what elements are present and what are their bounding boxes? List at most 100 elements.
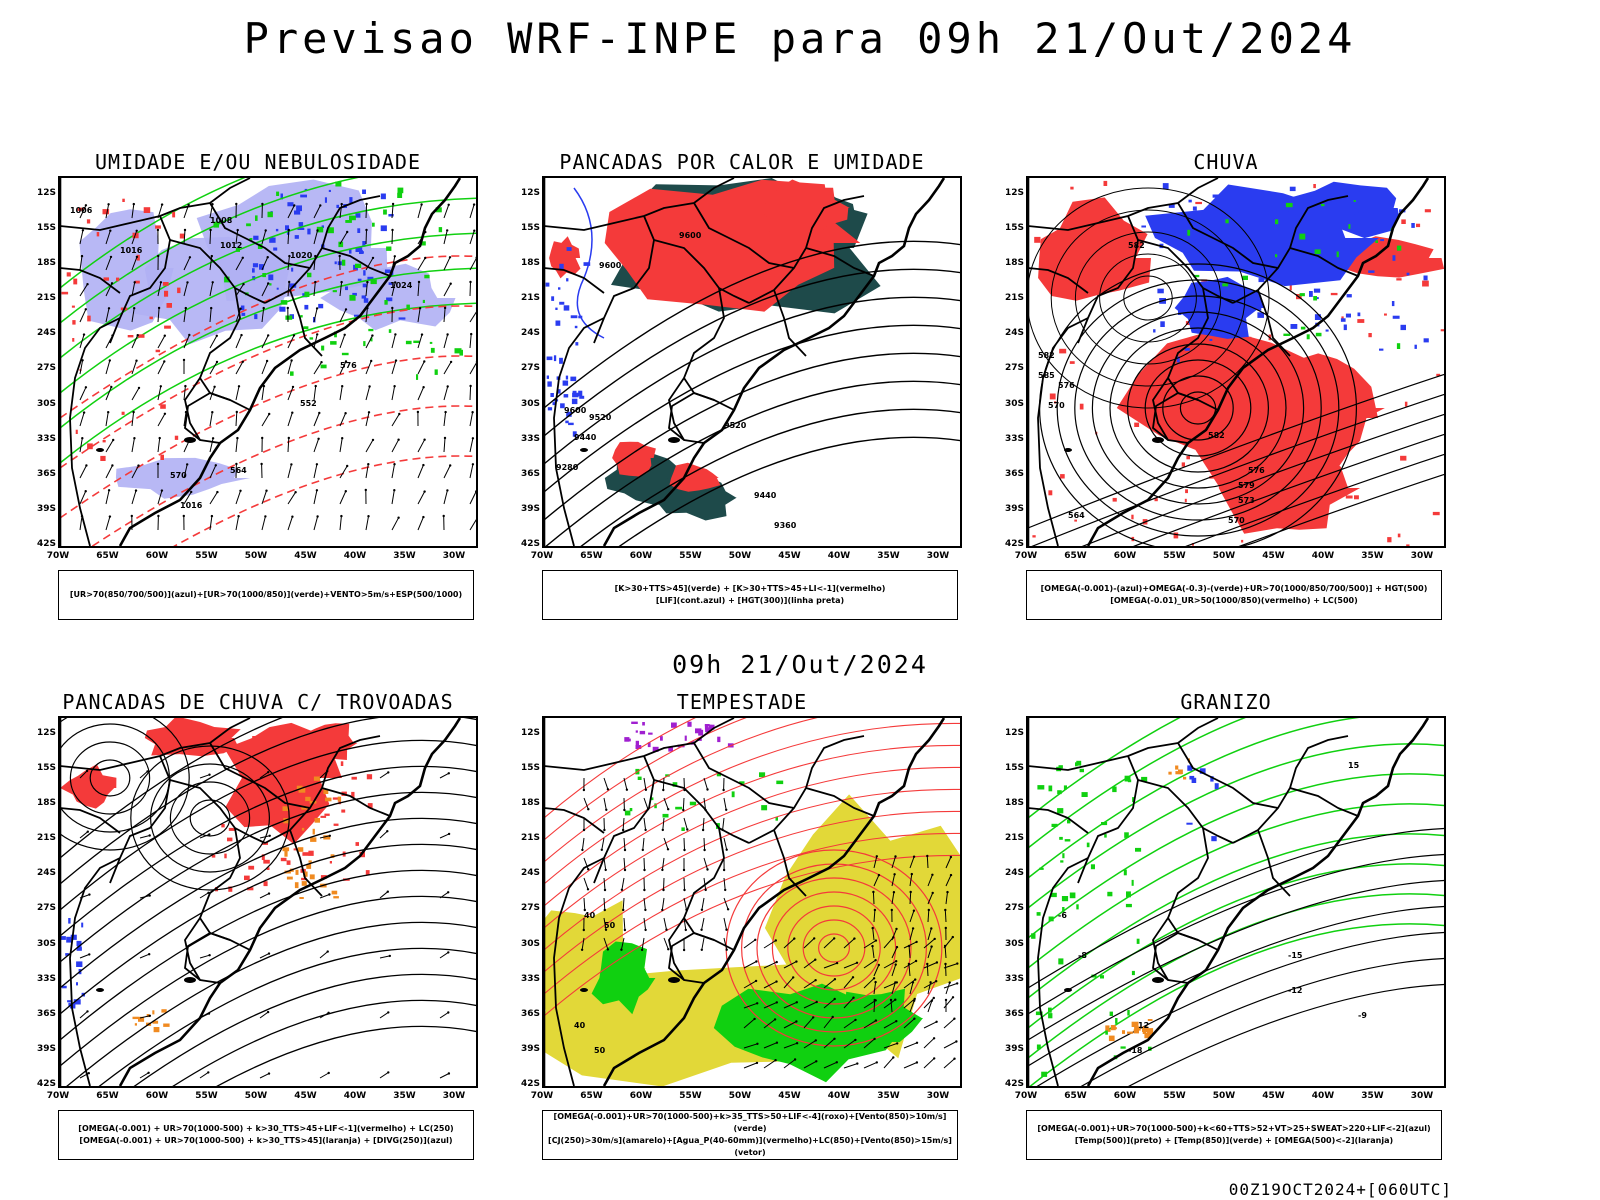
lon-tick-label: 40W (1311, 551, 1335, 561)
lat-tick-label: 18S (520, 258, 540, 269)
contour-label: 576 (340, 361, 357, 370)
lat-tick-label: 15S (36, 223, 56, 234)
lon-tick-label: 70W (1014, 551, 1038, 561)
lon-tick-label: 45W (294, 1091, 317, 1101)
contour-label: 570 (170, 471, 187, 480)
lat-tick-label: 15S (1004, 223, 1024, 234)
lon-tick-label: 35W (1361, 551, 1384, 561)
lat-tick-label: 33S (1004, 433, 1024, 444)
lat-tick-label: 27S (36, 363, 56, 374)
lat-tick-label: 12S (1004, 188, 1024, 198)
lon-tick-label: 65W (580, 1091, 603, 1101)
lat-tick-label: 24S (36, 868, 56, 879)
lat-tick-label: 24S (1004, 328, 1024, 339)
lat-tick-label: 39S (36, 503, 56, 514)
contour-label: 552 (300, 399, 317, 408)
contour-label: 1012 (220, 241, 242, 250)
lat-tick-label: 24S (1004, 868, 1024, 879)
contour-label: 9440 (574, 433, 597, 442)
panel-title: PANCADAS POR CALOR E UMIDADE (559, 150, 925, 174)
legend-line: [CJ(250)>30m/s](amarelo)+[Agua_P(40-60mm… (548, 1136, 952, 1157)
contour-label: 50 (604, 921, 616, 930)
lat-tick-label: 30S (520, 398, 540, 409)
lat-tick-label: 39S (520, 503, 540, 514)
contour-label: -12 (1288, 986, 1302, 995)
lon-tick-label: 35W (1361, 1091, 1384, 1101)
lat-tick-label: 18S (520, 798, 540, 809)
lat-tick-label: 24S (520, 868, 540, 879)
map-svg: -12 -9 -15 -18 12 15 -8 -6 (1028, 718, 1444, 1086)
lon-tick-label: 45W (1262, 1091, 1285, 1101)
lat-tick-label: 42S (520, 538, 540, 549)
lat-tick-label: 39S (520, 1043, 540, 1054)
main-title: Previsao WRF-INPE para 09h 21/Out/2024 (243, 14, 1357, 63)
lon-tick-label: 50W (1212, 551, 1236, 561)
lat-tick-label: 27S (1004, 903, 1024, 914)
lat-tick-label: 42S (1004, 538, 1024, 549)
panel-humidity: UMIDADE E/OU NEBULOSIDADE 1008 1012 1016 102… (18, 150, 498, 628)
lat-tick-label: 42S (36, 1078, 56, 1089)
panel-title: CHUVA (1193, 150, 1259, 174)
lat-tick-label: 27S (1004, 363, 1024, 374)
panel-heat-showers: PANCADAS POR CALOR E UMIDADE 9600 9600 9520… (502, 150, 982, 628)
legend-box: [UR>70(850/700/500)](azul)+[UR>70(1000/8… (58, 570, 474, 620)
lon-tick-label: 40W (827, 1091, 851, 1101)
lat-tick-label: 42S (520, 1078, 540, 1089)
lon-tick-label: 65W (1064, 1091, 1087, 1101)
contour-label: 9440 (754, 491, 777, 500)
contour-label: 9600 (679, 231, 702, 240)
contour-label: 40 (574, 1021, 586, 1030)
lat-tick-label: 24S (36, 328, 56, 339)
map-area: 1008 1012 1016 1020 1024 576 570 552 564 1006 1016 (58, 176, 478, 548)
legend-box: [OMEGA(-0.001)+UR>70(1000-500)+k>35_TTS>… (542, 1110, 958, 1160)
contour-label: 9520 (589, 413, 612, 422)
lat-tick-label: 30S (520, 938, 540, 949)
lat-tick-label: 39S (36, 1043, 56, 1054)
panel-storm: TEMPESTADE 40 50 40 50 12S 15S 18S 21S 24S 27S 30S 3… (502, 690, 982, 1168)
lat-tick-label: 39S (1004, 1043, 1024, 1054)
lon-tick-label: 65W (580, 551, 603, 561)
lon-tick-label: 45W (778, 1091, 801, 1101)
lat-tick-label: 15S (36, 763, 56, 774)
lat-tick-label: 12S (36, 728, 56, 738)
lon-tick-label: 55W (195, 1091, 218, 1101)
lon-tick-label: 35W (877, 1091, 900, 1101)
lon-tick-label: 60W (629, 1091, 653, 1101)
legend-box: [OMEGA(-0.001)+UR>70(1000-500)+k<60+TTS>… (1026, 1110, 1442, 1160)
lon-tick-label: 50W (728, 1091, 752, 1101)
lon-tick-label: 55W (195, 551, 218, 561)
lat-tick-label: 39S (1004, 503, 1024, 514)
lon-tick-label: 30W (926, 551, 950, 561)
lon-tick-label: 55W (1163, 1091, 1186, 1101)
contour-label: 50 (594, 1046, 606, 1055)
contour-label: 1006 (70, 206, 93, 215)
contour-label: 582 (1208, 431, 1225, 440)
legend-line: [OMEGA(-0.001) + UR>70(1000-500) + k>30_… (78, 1124, 454, 1133)
legend-line: [OMEGA(-0.001)-(azul)+OMEGA(-0.3)-(verde… (1040, 584, 1428, 593)
contour-label: -18 (1128, 1046, 1143, 1055)
lat-tick-label: 27S (520, 363, 540, 374)
lat-tick-label: 15S (520, 763, 540, 774)
legend-line: [OMEGA(-0.01)_UR>50(1000/850)(vermelho) … (1110, 596, 1358, 605)
lon-tick-label: 55W (679, 1091, 702, 1101)
lon-tick-label: 40W (827, 551, 851, 561)
lat-tick-label: 21S (1004, 293, 1024, 304)
lat-tick-label: 33S (520, 433, 540, 444)
legend-line: [Temp(500)](preto) + [Temp(850)](verde) … (1074, 1136, 1394, 1145)
contour-label: 1020 (290, 251, 313, 260)
lon-tick-label: 50W (728, 551, 752, 561)
lat-tick-label: 42S (36, 538, 56, 549)
lon-tick-label: 60W (629, 551, 653, 561)
lat-tick-label: 33S (36, 973, 56, 984)
contour-label: 9520 (724, 421, 747, 430)
legend-box: [OMEGA(-0.001)-(azul)+OMEGA(-0.3)-(verde… (1026, 570, 1442, 620)
lon-tick-label: 55W (679, 551, 702, 561)
lat-tick-label: 12S (520, 728, 540, 738)
lon-tick-label: 35W (877, 551, 900, 561)
lat-tick-label: 15S (520, 223, 540, 234)
panel-title: UMIDADE E/OU NEBULOSIDADE (94, 150, 422, 174)
panel-title: PANCADAS DE CHUVA C/ TROVOADAS (62, 690, 454, 714)
map-area: -12 -9 -15 -18 12 15 -8 -6 (1026, 716, 1446, 1088)
lat-tick-label: 33S (520, 973, 540, 984)
legend-box: [K>30+TTS>45](verde) + [K>30+TTS>45+LI<-… (542, 570, 958, 620)
